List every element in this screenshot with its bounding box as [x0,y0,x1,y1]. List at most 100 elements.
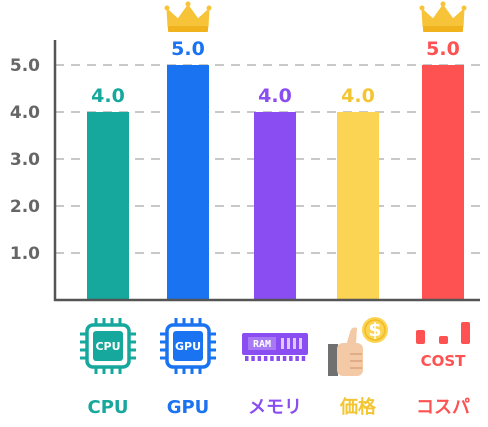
chip-text: CPU [95,340,120,353]
ram-pin [276,356,280,361]
chip-pin [208,340,216,344]
ram-pin [282,356,287,361]
chip-pin [128,340,136,344]
chip-pin [128,348,136,352]
ram-board [242,333,308,355]
chip-pin [94,366,98,374]
chip-pin [80,356,88,360]
bar-ram-module [254,112,296,300]
chip-pin [160,340,168,344]
chip-pin [118,318,122,326]
chip-pin [80,332,88,336]
chip-text: GPU [175,340,201,353]
cpu-chip-icon: CPU [80,318,136,374]
chip-core [173,331,203,361]
chip-pin [190,366,194,374]
cost-bar-icon: COST [416,322,470,370]
chip-pin [208,332,216,336]
chip-pin [160,356,168,360]
ram-pin [257,356,262,361]
chip-pin [110,318,114,326]
chip-pin [160,348,168,352]
ram-chip [248,337,276,350]
chip-pin [102,318,106,326]
category-label: 価格 [339,396,377,418]
cost-bar [416,330,425,344]
value-label: 5.0 [171,38,205,60]
crown-band [423,26,463,32]
category-labels: CPU GPU メモリ 価格 コスパ [87,396,470,418]
cost-bar [439,336,448,344]
category-label: CPU [87,397,128,418]
chip-pin [80,340,88,344]
crown-shape [166,4,210,28]
chip-pin [80,348,88,352]
crown-jewel [164,5,170,11]
value-label: 4.0 [341,85,375,107]
ram-pin [295,356,299,361]
y-tick-label: 2.0 [10,197,40,217]
value-label: 4.0 [258,85,292,107]
hand-thumb [346,327,357,346]
coin-rim [364,319,386,341]
category-label: メモリ [248,397,302,418]
crown-jewel [440,1,446,7]
ram-cell [287,338,290,349]
chip-pin [190,318,194,326]
chip-pin [118,366,122,374]
value-label: 4.0 [91,85,125,107]
category-label: コスパ [416,397,470,418]
gpu-chip-icon: GPU [160,318,216,374]
thumbs-up-coin-icon: $ [328,317,388,376]
chip-pin [208,356,216,360]
crown-jewel [206,5,212,11]
ram-module-icon: RAM [242,333,308,361]
value-label: 5.0 [426,38,460,60]
chip-pin [102,366,106,374]
chip-pin [174,366,178,374]
chip-core [93,331,123,361]
bars [87,65,464,300]
category-icons: CPU GPU RAM $ COST [80,317,470,376]
hand-palm [337,343,363,376]
ram-pin [263,356,268,361]
chip-pin [94,318,98,326]
cost-text: COST [421,352,467,370]
bar-gpu-chip [167,65,209,300]
chip-pin [160,332,168,336]
chip-pin [174,318,178,326]
bar-thumbs-up-coin [337,112,379,300]
ram-cell [281,338,284,349]
chip-pin [128,332,136,336]
crown-icon [164,1,212,32]
sleeve [328,344,338,376]
crown-band [168,26,208,32]
value-labels: 4.0 5.0 4.0 4.0 5.0 [91,38,460,107]
axes [53,40,480,302]
ram-pin [245,356,249,361]
y-tick-labels: 1.0 2.0 3.0 4.0 5.0 [10,56,40,264]
coin-symbol: $ [368,319,381,341]
crown-jewel [419,5,425,11]
y-tick-label: 4.0 [10,103,40,123]
ram-cell [293,338,296,349]
crowns [164,1,467,32]
chip-pin [208,348,216,352]
cost-bar [461,322,470,344]
chip-pin [198,318,202,326]
chip-pin [110,366,114,374]
crown-icon [419,1,467,32]
y-tick-label: 1.0 [10,244,40,264]
y-tick-label: 3.0 [10,150,40,170]
category-label: GPU [167,397,210,418]
coin [362,317,388,343]
bar-cpu-chip [87,112,129,300]
y-tick-label: 5.0 [10,56,40,76]
crown-jewel [461,5,467,11]
ram-pin [251,356,255,361]
crown-shape [421,4,465,28]
chip-pin [182,366,186,374]
ram-text: RAM [253,339,271,350]
bar-cost-bar [422,65,464,300]
